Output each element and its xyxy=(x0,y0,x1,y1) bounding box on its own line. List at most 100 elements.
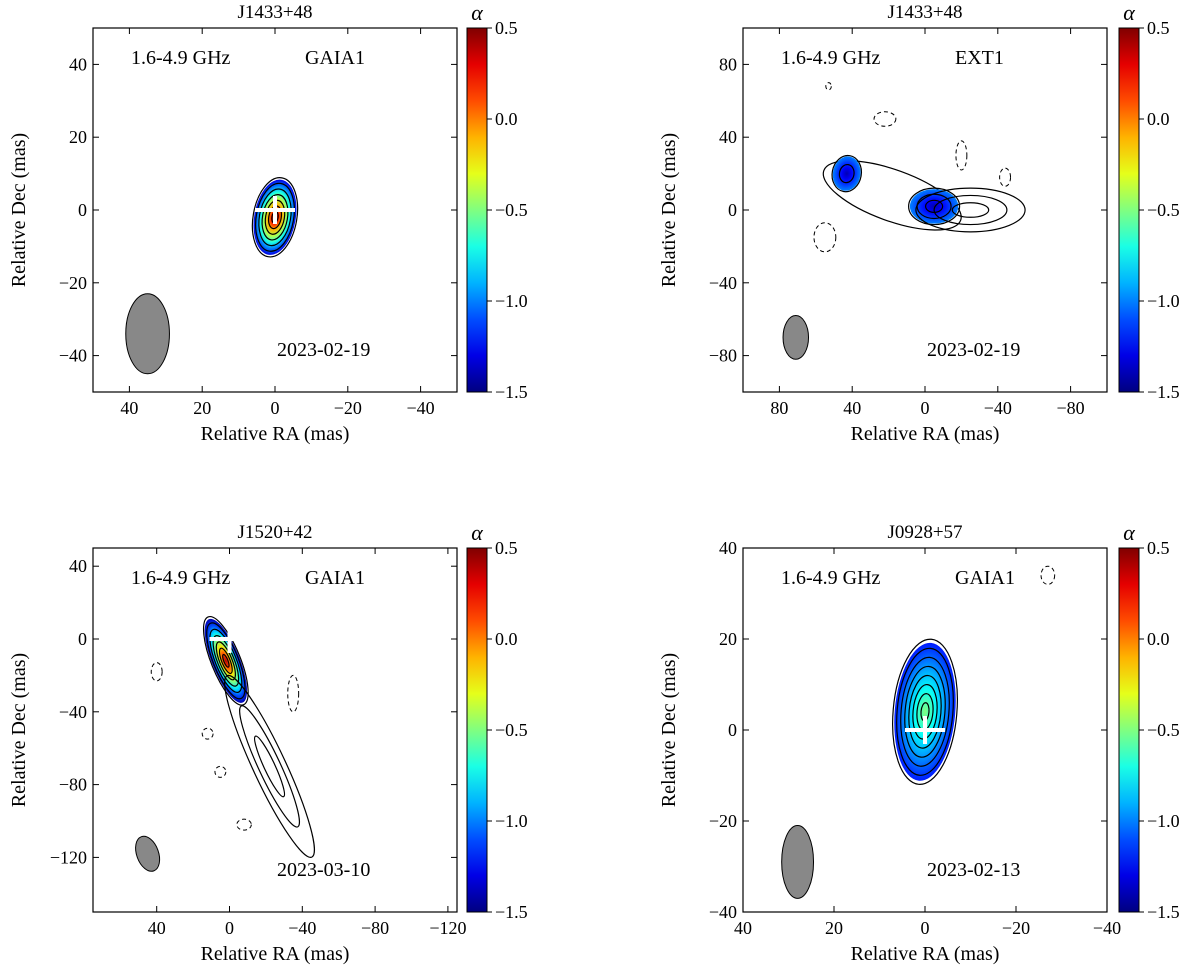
colorbar-tick-label: 0.0 xyxy=(495,629,518,649)
negative-contour xyxy=(813,222,837,253)
panel-title: J0928+57 xyxy=(887,522,962,543)
negative-contour xyxy=(1040,565,1056,585)
flux-contour xyxy=(900,656,950,767)
colorbar-tick-label: −1.0 xyxy=(495,811,528,831)
x-tick-label: −40 xyxy=(984,398,1012,418)
flux-contour xyxy=(261,194,289,241)
negative-contour xyxy=(873,111,897,127)
beam-ellipse xyxy=(782,315,810,360)
flux-contour xyxy=(933,194,1008,226)
y-tick-label: 0 xyxy=(728,200,737,220)
colorbar-tick-label: −0.5 xyxy=(1147,720,1180,740)
x-tick-label: 40 xyxy=(148,918,166,938)
x-tick-label: −120 xyxy=(429,918,466,938)
flux-contour xyxy=(892,638,958,785)
x-tick-label: 20 xyxy=(825,918,843,938)
negative-contour xyxy=(236,818,252,831)
x-tick-label: −40 xyxy=(1093,918,1121,938)
flux-contour xyxy=(264,199,286,235)
beam-ellipse xyxy=(781,825,815,899)
x-axis-label: Relative RA (mas) xyxy=(201,943,350,965)
component-label: GAIA1 xyxy=(305,567,365,589)
x-tick-label: −40 xyxy=(288,918,316,938)
y-tick-label: 40 xyxy=(69,556,87,576)
panel-2: 80 40 0 −40 −80 −80 −40 0 40 80 J1433+48 1.6-4.9 GH… xyxy=(658,0,1180,445)
colorbar-tick-label: 0.5 xyxy=(1147,538,1170,558)
colorbar-label: α xyxy=(471,520,483,545)
panel-title: J1520+42 xyxy=(237,522,312,543)
x-axis-label: Relative RA (mas) xyxy=(851,423,1000,445)
y-tick-label: −20 xyxy=(709,811,737,831)
x-tick-label: 40 xyxy=(120,398,138,418)
y-tick-label: 20 xyxy=(69,127,87,147)
colorbar-tick-label: −1.0 xyxy=(1147,811,1180,831)
colorbar-tick-label: 0.0 xyxy=(1147,109,1170,129)
y-tick-label: −120 xyxy=(50,847,87,867)
epoch-date-label: 2023-02-19 xyxy=(277,339,370,361)
flux-contour xyxy=(215,641,237,681)
colorbar xyxy=(466,547,488,913)
flux-contour xyxy=(206,622,246,700)
colorbar-tick-label: 0.5 xyxy=(495,18,518,38)
negative-contour xyxy=(955,140,968,171)
frequency-label: 1.6-4.9 GHz xyxy=(781,567,881,589)
y-tick-label: 0 xyxy=(78,629,87,649)
x-tick-label: −20 xyxy=(334,398,362,418)
component-label: EXT1 xyxy=(955,47,1004,69)
y-tick-label: 40 xyxy=(719,127,737,147)
x-axis-label: Relative RA (mas) xyxy=(201,423,350,445)
y-axis-label: Relative Dec (mas) xyxy=(8,133,30,287)
y-tick-label: 0 xyxy=(78,200,87,220)
flux-contour xyxy=(838,163,855,184)
epoch-date-label: 2023-03-10 xyxy=(277,859,370,881)
beam-ellipse xyxy=(125,293,170,375)
y-tick-label: −20 xyxy=(59,273,87,293)
colorbar xyxy=(1118,547,1140,913)
x-tick-label: −20 xyxy=(1002,918,1030,938)
flux-contour xyxy=(255,182,295,252)
panel-4: 40 20 0 −20 −40 −40 −20 0 20 40 J0928+57 1.6-4.9 GH… xyxy=(658,520,1180,965)
x-tick-label: 80 xyxy=(770,398,788,418)
panel-title: J1433+48 xyxy=(237,2,312,23)
colorbar-tick-label: −1.0 xyxy=(495,291,528,311)
colorbar-tick-label: −1.5 xyxy=(495,382,528,402)
y-axis-label: Relative Dec (mas) xyxy=(8,653,30,807)
y-tick-label: 80 xyxy=(719,54,737,74)
colorbar-tick-label: 0.5 xyxy=(495,538,518,558)
colorbar xyxy=(1118,27,1140,393)
flux-contour xyxy=(202,616,249,706)
x-tick-label: −80 xyxy=(361,918,389,938)
flux-contour xyxy=(908,187,961,226)
colorbar-tick-label: −1.5 xyxy=(1147,902,1180,922)
colorbar-tick-label: −0.5 xyxy=(495,720,528,740)
plot-content xyxy=(782,82,1026,360)
panel-1: 40 20 0 −20 −40 −40 −20 0 20 40 J1433+48 1.6-4.9 GH… xyxy=(8,0,528,445)
negative-contour xyxy=(287,674,300,713)
spectral-index-map xyxy=(832,156,861,191)
negative-contour xyxy=(150,662,163,682)
flux-contour xyxy=(212,634,240,687)
x-tick-label: 40 xyxy=(843,398,861,418)
y-tick-label: −40 xyxy=(709,902,737,922)
y-tick-label: −40 xyxy=(59,346,87,366)
x-tick-label: −80 xyxy=(1057,398,1085,418)
y-tick-label: −40 xyxy=(709,273,737,293)
colorbar-label: α xyxy=(1123,520,1135,545)
x-tick-label: 40 xyxy=(734,918,752,938)
flux-contour xyxy=(915,187,1026,233)
component-label: GAIA1 xyxy=(305,47,365,69)
spectral-index-map xyxy=(894,642,956,781)
flux-contour xyxy=(951,202,990,218)
flux-contour xyxy=(896,647,954,776)
negative-contour xyxy=(825,82,832,91)
x-axis-label: Relative RA (mas) xyxy=(851,943,1000,965)
epoch-date-label: 2023-02-19 xyxy=(927,339,1020,361)
frequency-label: 1.6-4.9 GHz xyxy=(131,567,231,589)
flux-contour xyxy=(251,177,299,258)
panel-title: J1433+48 xyxy=(887,2,962,23)
colorbar-label: α xyxy=(471,0,483,25)
component-label: GAIA1 xyxy=(955,567,1015,589)
panel-3: 40 0 −40 −80 −120 −120 −80 −40 0 40 J1520+42 1.6-4.… xyxy=(8,520,528,965)
negative-contour xyxy=(999,167,1012,187)
y-axis-label: Relative Dec (mas) xyxy=(658,653,680,807)
